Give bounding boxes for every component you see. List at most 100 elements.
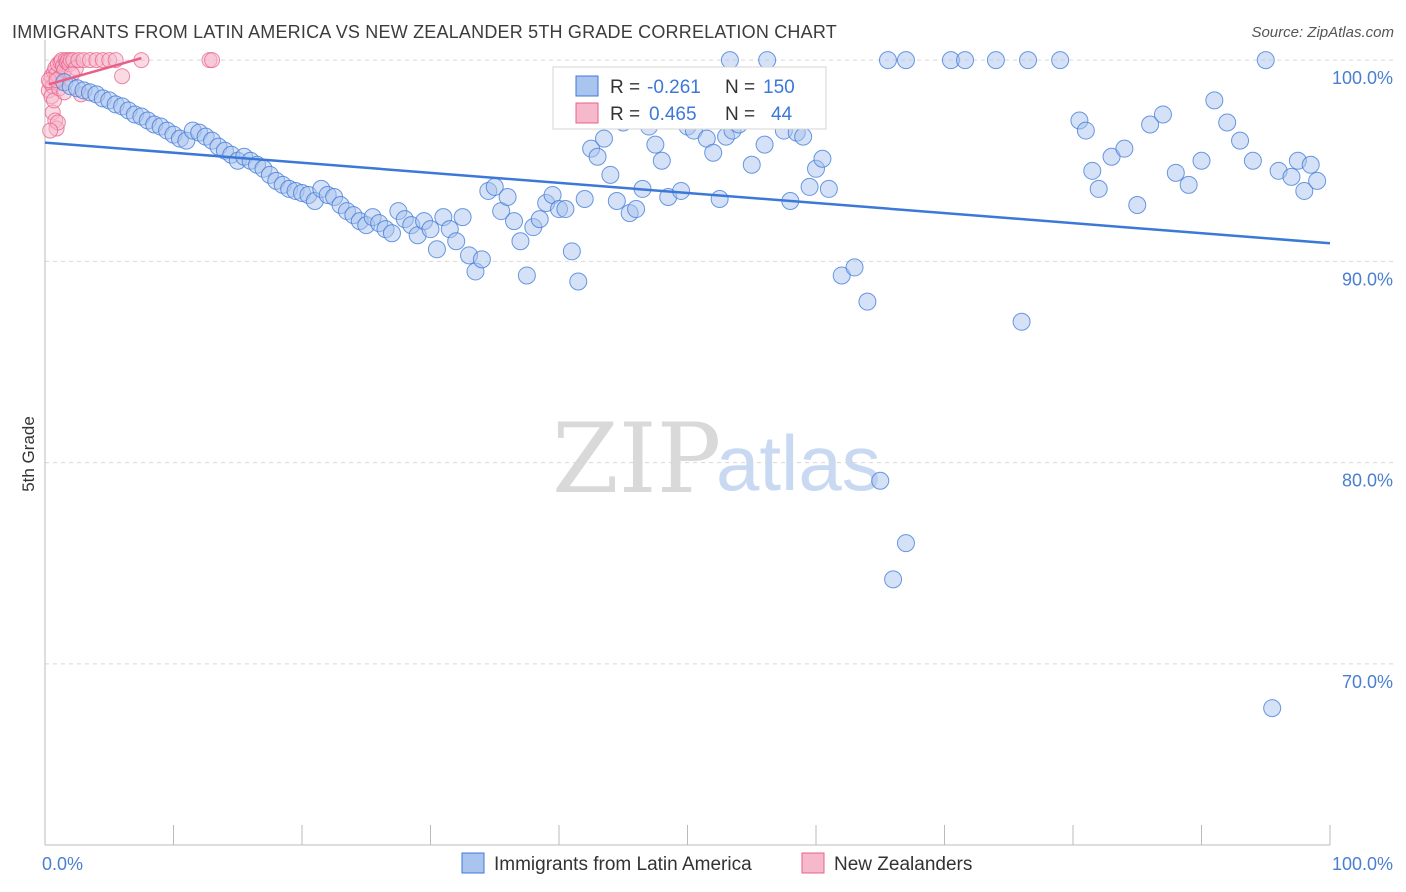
r-value: 0.465 [649, 104, 697, 125]
latin-america-point [517, 266, 536, 285]
latin-america-point [884, 570, 903, 589]
r-label: R = [610, 77, 640, 98]
latin-america-point [813, 149, 832, 168]
latin-america-point [1282, 167, 1301, 186]
latin-america-point [710, 189, 729, 208]
bottom-legend: Immigrants from Latin America New Zealan… [461, 852, 972, 875]
n-label: N = [725, 77, 755, 98]
latin-america-point [447, 232, 466, 251]
r-value: -0.261 [647, 77, 701, 98]
latin-america-point [556, 200, 575, 219]
latin-america-point [530, 210, 549, 229]
latin-america-points [55, 51, 1327, 718]
y-tick-label: 100.0% [1332, 68, 1393, 88]
latin-america-point [1192, 151, 1211, 170]
latin-america-point [511, 232, 530, 251]
latin-america-point [607, 192, 626, 210]
latin-america-point [758, 51, 777, 70]
r-label: R = [610, 104, 640, 125]
latin-america-point [427, 240, 446, 259]
pink-swatch [575, 102, 599, 124]
latin-america-point [819, 179, 838, 198]
latin-america-point [652, 151, 671, 170]
latin-america-point [800, 177, 819, 196]
n-value: 150 [763, 77, 795, 98]
latin-america-point [1166, 163, 1185, 182]
latin-america-point [832, 266, 851, 285]
latin-america-point [896, 51, 915, 70]
axes [44, 40, 1331, 846]
latin-america-point [1083, 161, 1102, 180]
latin-america-point [956, 51, 975, 70]
legend-swatch-new-zealanders [801, 852, 825, 874]
blue-swatch [575, 75, 599, 97]
latin-america-point [878, 51, 897, 70]
latin-america-point [421, 220, 440, 239]
latin-america-point [498, 187, 517, 206]
latin-america-point [1295, 181, 1314, 200]
latin-america-point [588, 147, 607, 166]
latin-america-point [1153, 105, 1172, 124]
x-tick-label-max: 100.0% [1332, 854, 1393, 874]
latin-america-point [871, 471, 890, 490]
latin-america-point [1019, 51, 1038, 70]
latin-america-point [575, 189, 594, 208]
latin-america-point [742, 155, 761, 174]
latin-america-point [1243, 151, 1262, 170]
source-credit: Source: ZipAtlas.com [1251, 24, 1394, 41]
latin-america-point [646, 135, 665, 154]
latin-america-point [1089, 179, 1108, 198]
latin-america-point [627, 200, 646, 219]
n-label: N = [725, 104, 755, 125]
latin-america-point [562, 242, 581, 261]
latin-america-point [1179, 175, 1198, 194]
new-zealanders-trend-line [48, 56, 142, 86]
latin-america-point [986, 51, 1005, 70]
trend-lines [44, 56, 1331, 245]
latin-america-point [720, 51, 739, 70]
latin-america-point [1301, 155, 1320, 174]
latin-america-point [845, 258, 864, 277]
new-zealander-point [204, 52, 221, 69]
legend-label-latin-america: Immigrants from Latin America [494, 854, 752, 875]
latin-america-point [1128, 196, 1147, 215]
latin-america-point [594, 129, 613, 148]
y-tick-label: 90.0% [1342, 269, 1393, 289]
latin-america-point [382, 224, 401, 243]
latin-america-point [472, 250, 491, 269]
latin-america-point [896, 534, 915, 553]
watermark-zip: ZIP [552, 403, 721, 515]
chart-title: IMMIGRANTS FROM LATIN AMERICA VS NEW ZEA… [12, 22, 837, 42]
latin-america-point [1256, 51, 1275, 70]
y-axis-label: 5th Grade [19, 416, 38, 492]
latin-america-point [1115, 139, 1134, 158]
x-tick-label-min: 0.0% [42, 854, 83, 874]
latin-america-point [1218, 113, 1237, 132]
stats-legend-box: R = -0.261 N = 150 R = 0.465 N = 44 [552, 66, 827, 130]
latin-america-point [1051, 51, 1070, 70]
latin-america-point [505, 212, 524, 231]
latin-america-point [704, 143, 723, 162]
legend-swatch-latin-america [461, 852, 485, 874]
latin-america-point [569, 272, 588, 291]
latin-america-point [601, 165, 620, 184]
latin-america-point [755, 135, 774, 154]
latin-america-point [1141, 115, 1160, 134]
latin-america-point [1205, 91, 1224, 110]
latin-america-point [453, 208, 472, 227]
latin-america-point [1231, 131, 1250, 150]
latin-america-point [1076, 121, 1095, 140]
new-zealander-point [114, 68, 131, 85]
latin-america-point [1102, 147, 1121, 166]
y-tick-label: 80.0% [1342, 471, 1393, 491]
latin-america-point [858, 292, 877, 311]
new-zealander-point [42, 122, 59, 139]
latin-america-point [1263, 699, 1282, 718]
gridlines [45, 59, 1393, 665]
legend-label-new-zealanders: New Zealanders [834, 854, 972, 875]
n-value: 44 [771, 104, 793, 125]
y-tick-label: 70.0% [1342, 672, 1393, 692]
latin-america-point [1012, 312, 1031, 331]
latin-america-point [794, 127, 813, 146]
